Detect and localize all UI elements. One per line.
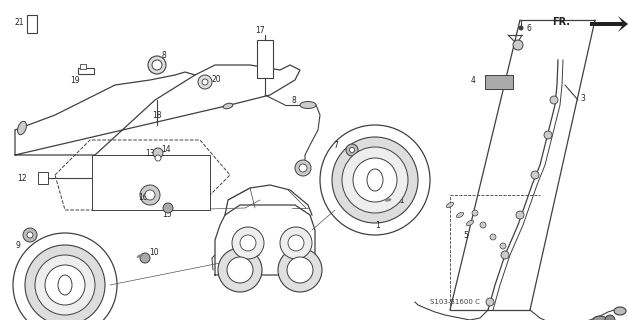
Circle shape (288, 235, 304, 251)
Circle shape (501, 251, 509, 259)
Circle shape (519, 26, 524, 30)
Ellipse shape (367, 169, 383, 191)
Circle shape (346, 144, 358, 156)
Text: 10: 10 (149, 247, 159, 257)
Text: 9: 9 (16, 241, 21, 250)
Text: 11: 11 (395, 196, 404, 204)
Text: 12: 12 (18, 173, 27, 182)
Ellipse shape (447, 202, 453, 208)
Circle shape (163, 203, 173, 213)
Circle shape (550, 96, 558, 104)
Text: 5: 5 (463, 230, 468, 239)
Circle shape (605, 315, 615, 320)
Circle shape (287, 257, 313, 283)
Text: 13: 13 (145, 148, 154, 157)
Circle shape (500, 243, 506, 249)
Ellipse shape (467, 220, 474, 226)
Text: 8: 8 (292, 95, 297, 105)
Circle shape (544, 131, 552, 139)
Circle shape (299, 164, 307, 172)
Circle shape (480, 222, 486, 228)
Circle shape (140, 185, 160, 205)
Circle shape (295, 160, 311, 176)
Circle shape (25, 245, 105, 320)
Circle shape (227, 257, 253, 283)
Text: S103-B1600 C: S103-B1600 C (430, 299, 480, 305)
Circle shape (353, 158, 397, 202)
Circle shape (472, 210, 478, 216)
Circle shape (152, 60, 162, 70)
Ellipse shape (614, 307, 626, 315)
Text: 17: 17 (255, 26, 265, 35)
Circle shape (140, 253, 150, 263)
Text: 6: 6 (527, 23, 532, 33)
Text: 15: 15 (162, 210, 171, 219)
Text: FR.: FR. (552, 17, 570, 27)
Circle shape (145, 190, 155, 200)
Bar (257, 40, 273, 78)
Circle shape (280, 227, 312, 259)
Text: 16: 16 (138, 193, 148, 202)
Ellipse shape (223, 103, 233, 109)
Circle shape (240, 235, 256, 251)
Bar (92, 155, 210, 210)
Text: 20: 20 (212, 75, 222, 84)
Circle shape (153, 148, 163, 158)
Ellipse shape (593, 316, 607, 320)
Circle shape (155, 155, 161, 161)
Circle shape (516, 211, 524, 219)
Text: 18: 18 (152, 110, 161, 119)
Text: 7: 7 (333, 140, 338, 149)
Text: 1: 1 (376, 220, 381, 229)
Circle shape (388, 200, 392, 204)
Polygon shape (590, 16, 628, 32)
Ellipse shape (58, 275, 72, 295)
Bar (38, 172, 48, 184)
Text: 19: 19 (70, 76, 80, 84)
Circle shape (13, 233, 117, 320)
Circle shape (35, 255, 95, 315)
Circle shape (45, 265, 85, 305)
Circle shape (350, 148, 354, 153)
Ellipse shape (300, 101, 316, 108)
Text: 8: 8 (162, 51, 167, 60)
Circle shape (513, 40, 523, 50)
Text: 14: 14 (161, 145, 171, 154)
Circle shape (148, 56, 166, 74)
Circle shape (342, 147, 408, 213)
Circle shape (531, 171, 539, 179)
Ellipse shape (384, 198, 391, 202)
Bar (27, 15, 37, 33)
Text: 4: 4 (471, 76, 476, 84)
Circle shape (490, 234, 496, 240)
Bar (78, 68, 94, 74)
Circle shape (202, 79, 208, 85)
Circle shape (332, 137, 418, 223)
Circle shape (320, 125, 430, 235)
Bar (485, 75, 513, 89)
Text: 2: 2 (58, 307, 62, 316)
Ellipse shape (137, 254, 143, 258)
Circle shape (27, 232, 33, 238)
Text: 21: 21 (14, 18, 24, 27)
Circle shape (232, 227, 264, 259)
Text: 3: 3 (580, 93, 585, 102)
Circle shape (198, 75, 212, 89)
Bar (80, 64, 86, 69)
Circle shape (218, 248, 262, 292)
Ellipse shape (18, 121, 26, 135)
Circle shape (23, 228, 37, 242)
Ellipse shape (457, 212, 463, 218)
Circle shape (486, 298, 494, 306)
Circle shape (278, 248, 322, 292)
